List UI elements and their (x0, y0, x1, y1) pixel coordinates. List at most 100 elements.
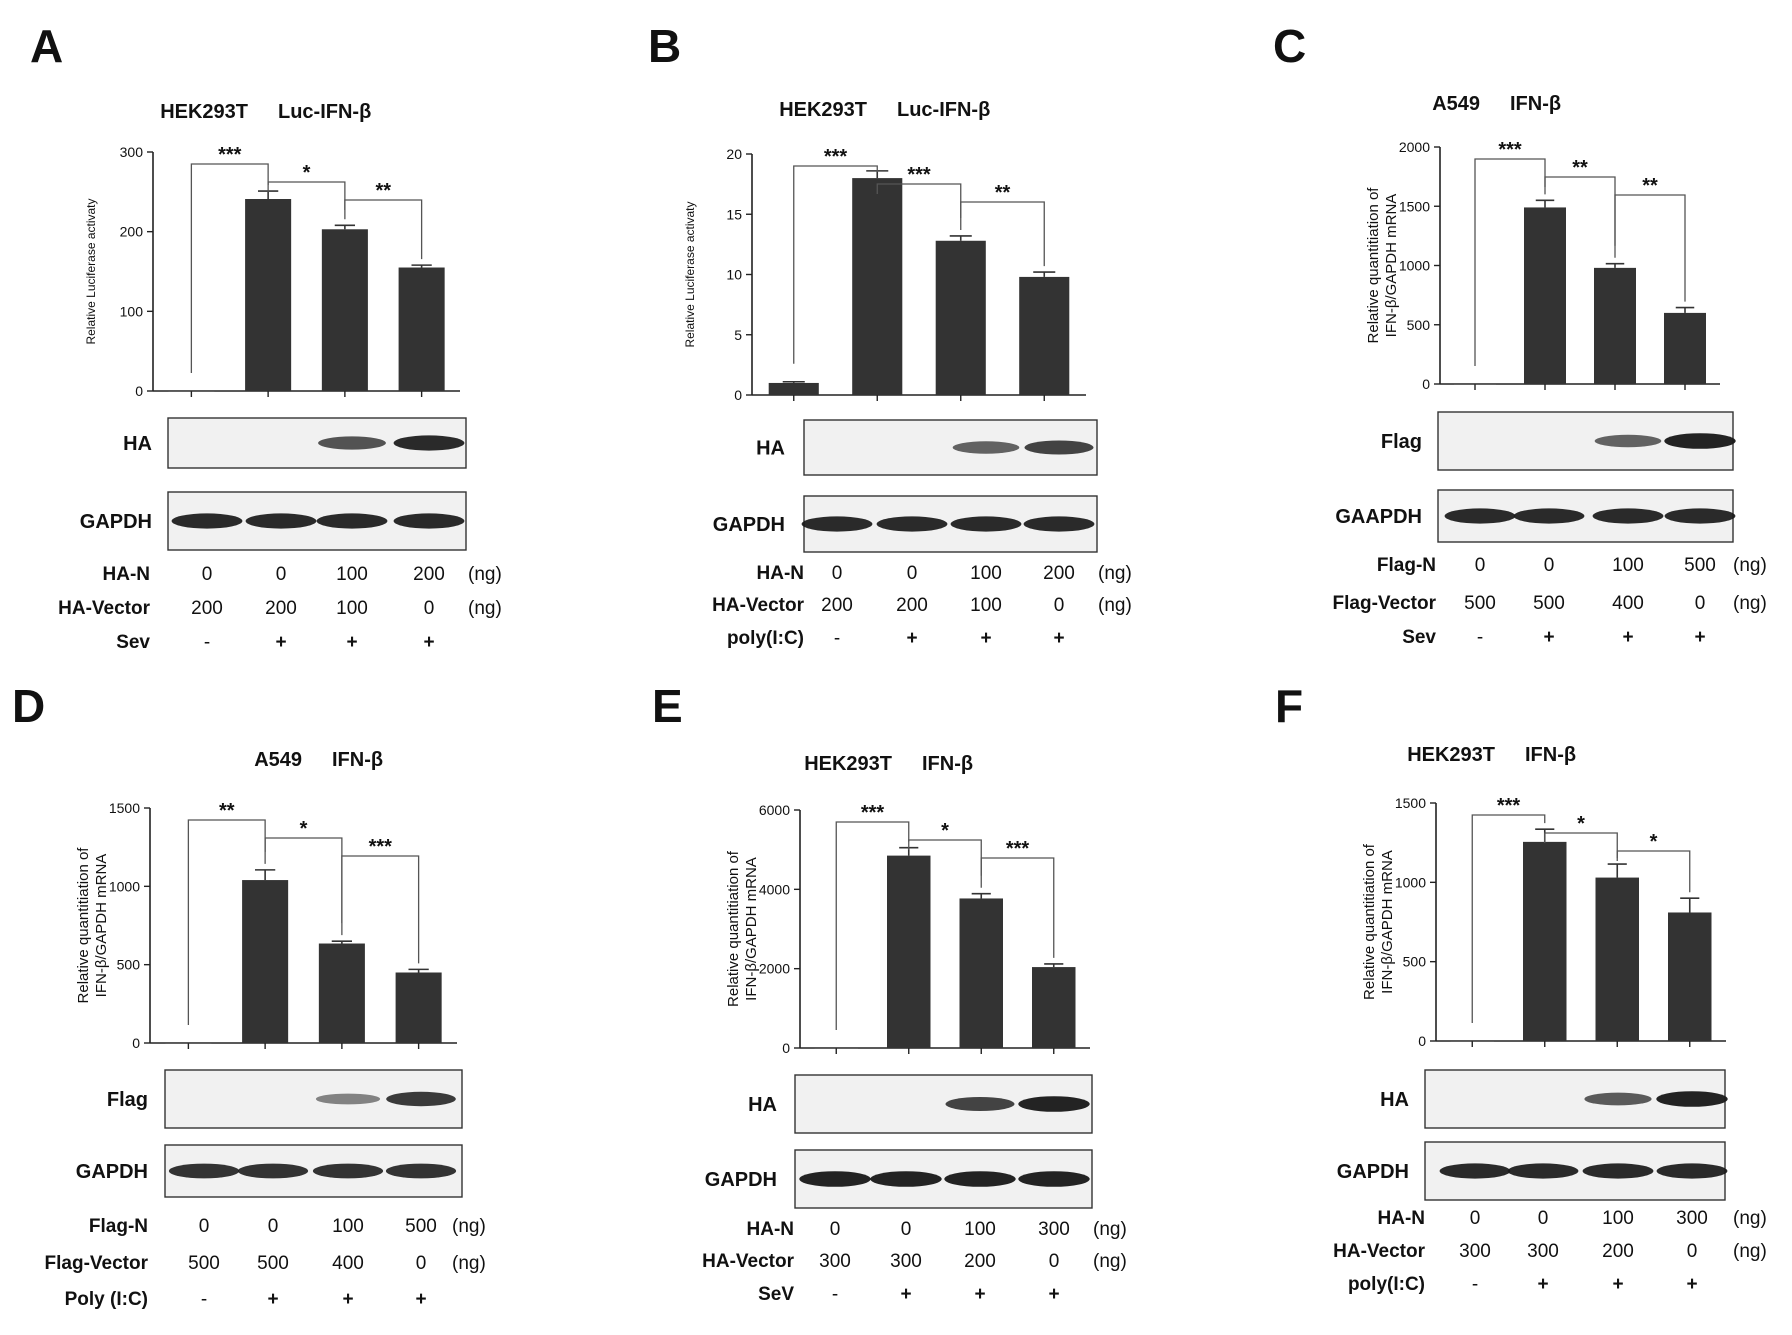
blot-band (876, 516, 948, 532)
panel-letter: B (648, 20, 681, 72)
significance-label: ** (219, 800, 235, 822)
blot-label: GAPDH (705, 1169, 777, 1191)
significance-bracket (960, 201, 1045, 267)
bar-1 (165, 1043, 212, 1044)
blot-band (1439, 1163, 1511, 1179)
treatment-label: HA-N (747, 1219, 795, 1240)
significance-bracket (190, 163, 269, 373)
bar-1 (168, 391, 215, 392)
bar-3 (959, 898, 1003, 1048)
treatment-value: 500 (405, 1216, 437, 1237)
treatment-unit: (ng) (1733, 593, 1767, 614)
y-tick-label: 4000 (759, 881, 790, 897)
treatment-value: 0 (1687, 1241, 1698, 1262)
treatment-value: + (906, 628, 917, 649)
y-tick-label: 0 (1422, 376, 1430, 392)
y-tick-label: 0 (1418, 1033, 1426, 1049)
treatment-value: 300 (890, 1251, 922, 1272)
significance-label: ** (995, 182, 1011, 204)
blot-label: HA (123, 433, 152, 455)
y-axis-label: Relative quantitiation of (1365, 187, 1382, 344)
bar-4 (1668, 912, 1712, 1041)
panel-b: B HEK293T Luc-IFN-β 0 5 10 15 20 Relative Lucife… (648, 20, 1132, 649)
significance-label: *** (824, 146, 848, 168)
y-tick-label: 2000 (1399, 139, 1430, 155)
treatment-label: Poly (I:C) (65, 1289, 148, 1310)
bar-3 (321, 229, 368, 391)
blot-label: GAPDH (76, 1161, 148, 1183)
bar-2 (242, 880, 289, 1043)
treatment-value: 100 (1602, 1208, 1634, 1229)
treatment-value: 100 (970, 595, 1002, 616)
treatment-value: 200 (896, 595, 928, 616)
treatment-value: 0 (901, 1219, 912, 1240)
y-axis-label: IFN-β/GAPDH mRNA (93, 854, 110, 998)
y-tick-label: 5 (734, 327, 742, 343)
blot-band (1584, 1092, 1652, 1106)
y-tick-label: 0 (135, 383, 143, 399)
y-axis-label: IFN-β/GAPDH mRNA (1383, 194, 1400, 338)
panel-title-cell: A549 (254, 749, 302, 771)
significance-bracket (1544, 832, 1618, 859)
panel-letter: D (12, 680, 45, 732)
bar-2 (852, 178, 903, 395)
panel-title-target: Luc-IFN-β (278, 101, 371, 123)
y-tick-label: 20 (726, 146, 742, 162)
panel-letter: E (652, 680, 683, 732)
treatment-value: 0 (1695, 593, 1706, 614)
treatment-value: + (1048, 1284, 1059, 1305)
blot-band (1592, 508, 1664, 524)
treatment-value: 100 (964, 1219, 996, 1240)
treatment-value: 0 (1538, 1208, 1549, 1229)
bar-2 (1523, 841, 1567, 1041)
significance-bracket (344, 199, 423, 260)
treatment-value: 0 (424, 598, 435, 619)
panel-title-target: Luc-IFN-β (897, 99, 990, 121)
treatment-value: 500 (1684, 555, 1716, 576)
significance-label: ** (1642, 175, 1658, 197)
treatment-value: + (1537, 1274, 1548, 1295)
treatment-label: Flag-N (89, 1216, 148, 1237)
blot-band (168, 1163, 240, 1179)
treatment-value: 0 (1475, 555, 1486, 576)
y-tick-label: 100 (120, 303, 144, 319)
blot-band (1507, 1163, 1579, 1179)
blot-band (870, 1171, 942, 1187)
treatment-value: 0 (268, 1216, 279, 1237)
panel-title-cell: HEK293T (1407, 744, 1495, 766)
treatment-value: 100 (332, 1216, 364, 1237)
blot-band (1023, 516, 1095, 532)
treatment-value: + (1694, 627, 1705, 648)
treatment-value: + (342, 1289, 353, 1310)
blot-band (385, 1163, 457, 1179)
treatment-value: + (1612, 1274, 1623, 1295)
treatment-value: 0 (832, 563, 843, 584)
treatment-value: 300 (1459, 1241, 1491, 1262)
y-tick-label: 0 (734, 387, 742, 403)
blot-band (944, 1171, 1016, 1187)
treatment-value: + (346, 632, 357, 653)
panel-title-target: IFN-β (1525, 744, 1576, 766)
y-tick-label: 1000 (109, 878, 140, 894)
treatment-value: 500 (1533, 593, 1565, 614)
y-tick-label: 15 (726, 206, 742, 222)
y-tick-label: 6000 (759, 802, 790, 818)
y-axis-label: Relative quantitiation of (1361, 843, 1378, 1000)
significance-bracket (793, 165, 878, 364)
bar-2 (1524, 207, 1566, 384)
treatment-value: 0 (830, 1219, 841, 1240)
treatment-value: 400 (1612, 593, 1644, 614)
blot-band (386, 1091, 456, 1107)
significance-label: * (941, 820, 949, 842)
treatment-value: - (832, 1284, 838, 1305)
y-axis-label: Relative Luciferase activaty (683, 201, 697, 347)
treatment-value: 100 (1612, 555, 1644, 576)
significance-label: ** (375, 180, 391, 202)
blot-label: GAPDH (713, 514, 785, 536)
treatment-value: 0 (416, 1253, 427, 1274)
treatment-label: SeV (758, 1284, 794, 1305)
blot-band (318, 436, 386, 450)
treatment-value: 200 (413, 564, 445, 585)
treatment-unit: (ng) (1093, 1219, 1127, 1240)
